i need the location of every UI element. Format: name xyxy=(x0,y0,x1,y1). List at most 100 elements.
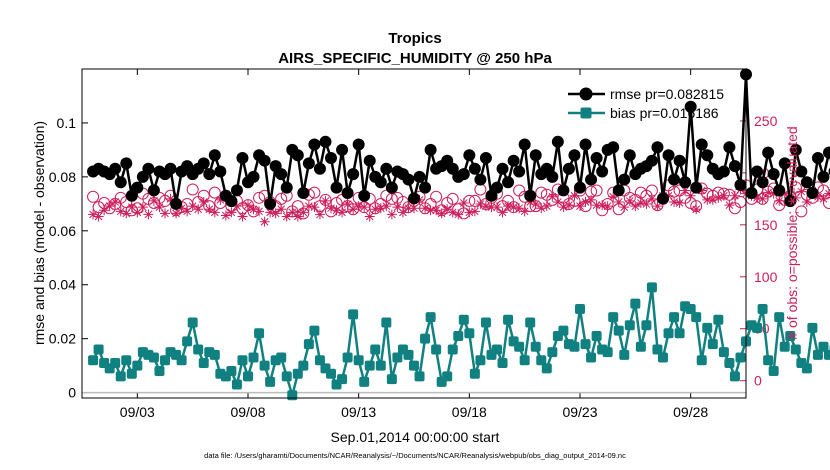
obs-evaluated-point xyxy=(276,204,287,215)
bias-point xyxy=(591,330,602,341)
obs-evaluated-point xyxy=(121,208,132,219)
obs-evaluated-point xyxy=(779,188,790,199)
obs-evaluated-point xyxy=(193,204,204,215)
bias-point xyxy=(724,357,735,368)
rmse-point xyxy=(424,143,437,156)
obs-evaluated-point xyxy=(353,201,364,212)
bias-point xyxy=(381,317,392,328)
rmse-point xyxy=(330,181,343,194)
bias-point xyxy=(359,376,370,387)
obs-evaluated-point xyxy=(619,202,630,213)
plot-area xyxy=(82,69,746,398)
obs-evaluated-point xyxy=(790,192,801,203)
rmse-point xyxy=(551,135,564,148)
obs-evaluated-point xyxy=(348,204,359,215)
bias-point xyxy=(530,341,541,352)
rmse-point xyxy=(463,149,476,162)
obs-evaluated-point xyxy=(547,191,558,202)
bias-point xyxy=(801,363,812,374)
bias-point xyxy=(519,355,530,366)
rmse-point xyxy=(308,138,321,151)
obs-evaluated-point xyxy=(243,200,253,211)
bias-point xyxy=(514,341,525,352)
bias-point xyxy=(160,355,170,366)
obs-evaluated-point xyxy=(359,202,370,213)
obs-evaluated-point xyxy=(182,206,193,217)
rmse-point xyxy=(419,181,432,194)
bias-point xyxy=(580,339,591,350)
obs-evaluated-point xyxy=(635,198,646,209)
rmse-point xyxy=(590,151,603,164)
bias-point xyxy=(115,371,126,382)
bias-point xyxy=(93,344,104,355)
rmse-point xyxy=(347,168,360,181)
y-tick-label: 0.02 xyxy=(49,331,76,347)
rmse-series xyxy=(87,68,830,210)
obs-possible-point xyxy=(208,186,221,199)
obs-evaluated-point xyxy=(392,202,403,213)
obs-evaluated-point xyxy=(569,190,580,201)
bias-point xyxy=(658,352,668,363)
rmse-point xyxy=(645,154,658,167)
obs-evaluated-point xyxy=(563,200,574,211)
bias-point xyxy=(569,341,580,352)
bias-point xyxy=(492,344,502,355)
bias-point xyxy=(337,374,348,385)
rmse-point xyxy=(795,165,808,178)
obs-evaluated-point xyxy=(171,208,182,219)
bias-point xyxy=(309,325,320,336)
bias-point xyxy=(752,322,763,333)
obs-evaluated-point xyxy=(818,193,829,204)
x-tick-label: 09/18 xyxy=(452,404,487,420)
rmse-point xyxy=(717,165,730,178)
rmse-point xyxy=(701,149,714,162)
rmse-point xyxy=(574,181,586,194)
bias-point xyxy=(132,360,143,371)
obs-evaluated-point xyxy=(397,207,408,218)
rmse-point xyxy=(302,157,315,170)
rmse-point xyxy=(662,149,675,162)
y-axis-right-label: # of obs: o=possible; ∗=evaluated xyxy=(784,126,800,339)
y-right-tick-label: 0 xyxy=(754,373,762,389)
obs-evaluated-point xyxy=(663,190,674,201)
rmse-point xyxy=(684,100,697,113)
obs-evaluated-point xyxy=(176,203,187,214)
rmse-point xyxy=(474,173,487,186)
rmse-point xyxy=(385,181,398,194)
obs-evaluated-point xyxy=(707,194,718,205)
obs-evaluated-point xyxy=(259,216,270,227)
bias-point xyxy=(259,360,270,371)
rmse-point xyxy=(546,170,559,183)
obs-evaluated-point xyxy=(220,210,231,221)
obs-evaluated-point xyxy=(752,192,763,203)
bias-point xyxy=(652,344,663,355)
obs-evaluated-point xyxy=(370,204,381,215)
bias-point xyxy=(608,312,619,323)
obs-evaluated-point xyxy=(298,207,309,218)
obs-evaluated-point xyxy=(530,199,541,210)
rmse-point xyxy=(363,154,376,167)
rmse-point xyxy=(131,181,144,194)
rmse-point xyxy=(728,160,741,173)
rmse-point xyxy=(502,176,515,189)
obs-evaluated-point xyxy=(691,204,702,215)
bias-point xyxy=(237,355,248,366)
obs-evaluated-point xyxy=(137,202,148,213)
bias-point xyxy=(209,349,220,360)
bias-point xyxy=(547,347,558,358)
rmse-point xyxy=(479,151,492,164)
obs-possible-point xyxy=(795,205,808,218)
rmse-point xyxy=(618,173,631,186)
rmse-point xyxy=(784,195,797,208)
bias-point xyxy=(193,344,204,355)
bias-point xyxy=(403,349,414,360)
obs-evaluated-point xyxy=(165,193,176,204)
rmse-point xyxy=(230,184,243,197)
bias-point xyxy=(276,352,287,363)
obs-evaluated-point xyxy=(453,209,464,220)
obs-evaluated-point xyxy=(580,196,591,207)
rmse-point xyxy=(811,151,824,164)
bias-point xyxy=(635,341,646,352)
rmse-point xyxy=(114,176,127,189)
rmse-point xyxy=(695,138,708,151)
